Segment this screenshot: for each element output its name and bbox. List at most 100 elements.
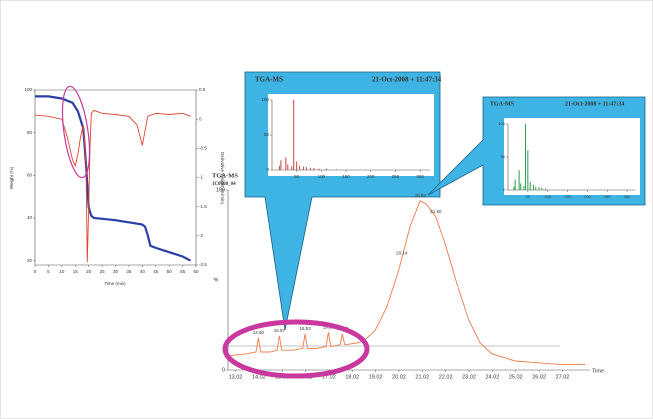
y2-axis-label: Derivative Weight (%/min) [220, 152, 225, 204]
peak-label: 20.93 [415, 193, 427, 198]
peak-label: 21.60 [430, 209, 442, 214]
x-tick-label: 17.02 [322, 374, 336, 380]
bar [313, 167, 315, 170]
chart-title: TGA-MS [212, 172, 238, 179]
inset-plot-bg [268, 94, 434, 176]
bar [523, 186, 525, 190]
x-tick-label: 20 [86, 269, 92, 274]
y-tick-label: 50 [264, 132, 270, 137]
bar [293, 100, 295, 170]
x-tick-label: 14.02 [252, 374, 266, 380]
y-tick-label: 100 [498, 121, 505, 126]
y-tick-label: 0 [222, 367, 225, 373]
x-tick-label: 23.02 [462, 374, 476, 380]
bar [538, 187, 540, 190]
bar [303, 166, 305, 170]
y-tick-label: 20 [27, 258, 33, 263]
x-tick-label: 22.02 [439, 374, 453, 380]
y2-tick-label: 0.5 [199, 87, 206, 92]
chart-subtitle: 21-Oct-2008 + 11:47:34 [565, 101, 624, 107]
bar [545, 188, 547, 190]
y-tick-label: 50 [501, 154, 506, 159]
x-tick-label: 35 [126, 269, 132, 274]
x-tick-label: 5 [47, 269, 50, 274]
x-tick-label: 18.02 [345, 374, 359, 380]
x-tick-label: 24.02 [485, 374, 499, 380]
bar [325, 168, 327, 170]
x-tick-label: 200 [367, 174, 375, 179]
x-tick-label: 50 [526, 194, 531, 199]
x-tick-label: 0 [34, 269, 37, 274]
peak-label: 14.90 [253, 330, 265, 335]
x-tick-label: 45 [153, 269, 159, 274]
peak-label: 18.53 [299, 326, 311, 331]
bar [520, 183, 522, 190]
bar [513, 186, 515, 190]
bar [278, 165, 280, 170]
bar [318, 168, 320, 170]
bar [518, 170, 520, 190]
y2-tick-label: -2 [199, 233, 203, 238]
y-tick-label: 100 [261, 97, 269, 102]
bar [535, 186, 537, 190]
bar [529, 182, 531, 190]
chart-title: TGA-MS [490, 101, 515, 107]
x-tick-label: 200 [584, 194, 591, 199]
y-axis-label: Weight (%) [9, 166, 14, 189]
x-tick-label: 55 [180, 269, 186, 274]
x-tick-label: 30 [113, 269, 119, 274]
x-tick-label: 150 [342, 174, 350, 179]
y2-tick-label: -1 [199, 175, 203, 180]
y-tick-label: 40 [27, 215, 33, 220]
highlight-ellipse [61, 85, 91, 179]
x-tick-label: 300 [416, 174, 424, 179]
peak-label: 20.14 [396, 251, 408, 256]
x-tick-label: 300 [624, 194, 631, 199]
bar [514, 179, 516, 190]
bar [310, 167, 312, 170]
highlight-ellipse [222, 319, 370, 379]
x-tick-label: 250 [604, 194, 611, 199]
x-tick-label: 13.02 [229, 374, 243, 380]
y-tick-label: 80 [27, 130, 33, 135]
x-tick-label: 27.02 [556, 374, 570, 380]
y-tick-label: 60 [27, 173, 33, 178]
x-tick-label: 10 [59, 269, 65, 274]
x-tick-label: 15 [73, 269, 79, 274]
y2-tick-label: -1.5 [199, 204, 207, 209]
bar [335, 169, 337, 170]
y2-tick-label: -2.5 [199, 262, 207, 267]
y-tick-label: 100 [216, 187, 225, 193]
bar [527, 150, 529, 190]
chart-subtitle: 1C0108_04 [212, 182, 236, 187]
bar [296, 161, 298, 170]
x-tick-label: 60 [193, 269, 199, 274]
inset-plot-bg [504, 118, 640, 195]
y-tick-label: 100 [24, 87, 32, 92]
y2-tick-label: 0 [199, 116, 202, 121]
y-axis-label: % [214, 277, 219, 283]
bar [291, 166, 293, 170]
x-tick-label: 19.02 [369, 374, 383, 380]
bar [541, 188, 543, 190]
x-axis-label: Time [592, 368, 604, 374]
y2-tick-label: -0.5 [199, 146, 207, 151]
x-tick-label: 25 [100, 269, 106, 274]
bar [287, 164, 289, 170]
x-tick-label: 150 [564, 194, 571, 199]
x-tick-label: 50 [294, 174, 300, 179]
bar [299, 165, 301, 170]
bar [532, 184, 534, 190]
bar [285, 157, 287, 170]
chart-title: TGA-MS [255, 76, 283, 84]
x-axis-label: Time (min) [104, 281, 126, 286]
series-line [230, 200, 586, 366]
x-tick-label: 25.02 [509, 374, 523, 380]
x-tick-label: 100 [318, 174, 326, 179]
chart-subtitle: 21-Oct-2008 + 11:47:34 [372, 76, 442, 84]
x-tick-label: 21.02 [415, 374, 429, 380]
bar [306, 167, 308, 170]
bar [524, 124, 526, 190]
x-tick-label: 40 [140, 269, 146, 274]
